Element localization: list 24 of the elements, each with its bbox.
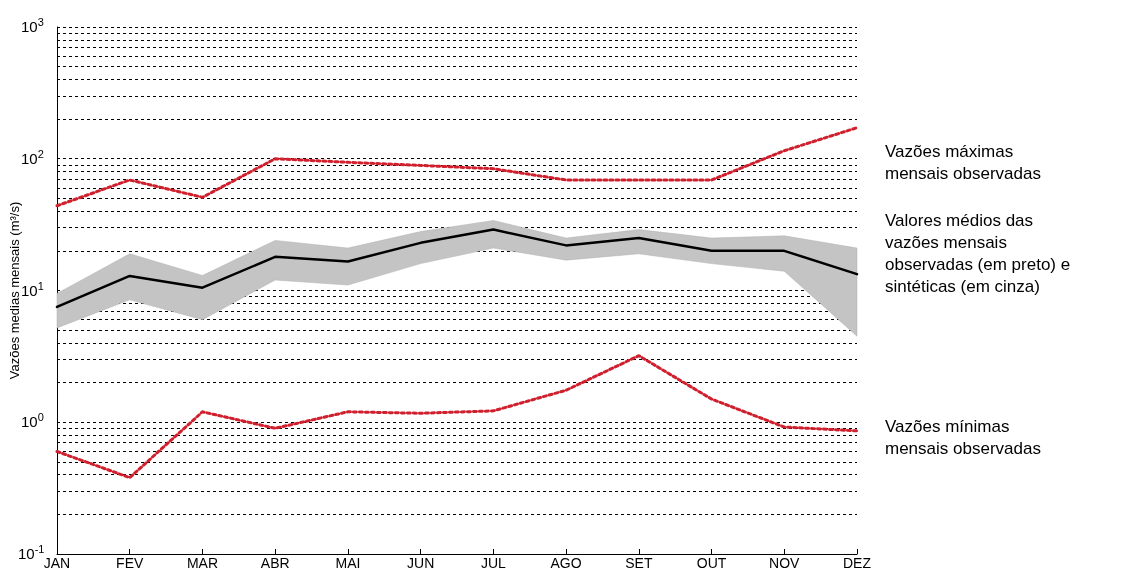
line-series <box>55 228 859 309</box>
x-tick-label: JAN <box>43 555 71 571</box>
x-tick-label: NOV <box>769 555 801 571</box>
y-tick-label: 10$^{-1}$ <box>18 543 45 562</box>
x-tick-label: ABR <box>260 555 290 571</box>
y-tick-label: 10$^{3}$ <box>21 16 44 35</box>
y-tick-label: 10$^{1}$ <box>21 279 44 299</box>
text: Vazões mínimas mensais observadas <box>885 416 1041 458</box>
x-tick-label: AGO <box>550 555 582 571</box>
text: Vazões máximas mensais observadas <box>885 141 1041 183</box>
x-tick-label: SET <box>625 555 653 571</box>
y-tick-label: 10$^{0}$ <box>21 411 44 431</box>
line-series <box>55 354 859 480</box>
x-tick-label: MAI <box>335 555 361 571</box>
x-tick-label: DEZ <box>843 555 872 571</box>
x-tick-label: OUT <box>696 555 727 571</box>
x-tick-label: MAR <box>186 555 219 571</box>
text: Valores médios das vazões mensais observadas (em preto) e sintéticas (em cinza) <box>885 210 1075 296</box>
x-tick-label: FEV <box>116 555 144 571</box>
x-tick-label: JUN <box>407 555 435 571</box>
line-series <box>55 126 859 208</box>
x-tick-label: JUL <box>480 555 507 571</box>
y-tick-label: 10$^{2}$ <box>21 147 44 167</box>
y-axis-title: Vazões medias mensais (m³/s) <box>7 201 22 380</box>
